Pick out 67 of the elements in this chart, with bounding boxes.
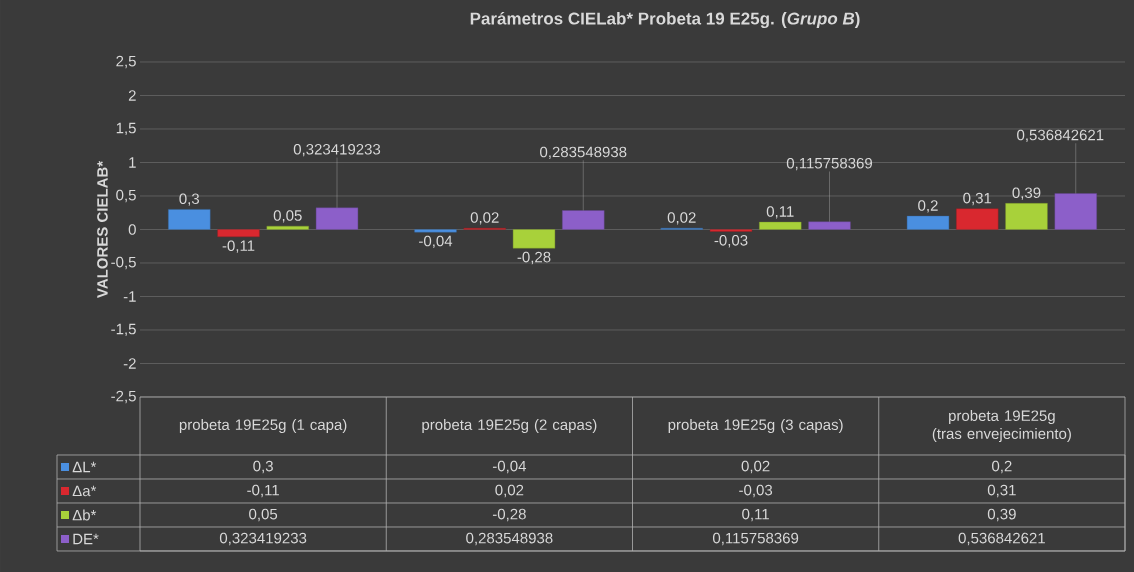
bar xyxy=(266,225,309,230)
text: 0,536842621 xyxy=(1017,129,1104,143)
text: 0,11 xyxy=(766,206,794,219)
chart-title: Parámetros CIELab* Probeta 19 E25g. (Grupo B) xyxy=(470,11,860,29)
y-tick-label: -2,5 xyxy=(111,390,136,404)
data-label: -0,04 xyxy=(492,460,527,474)
text: -0,28 xyxy=(517,251,551,265)
x-tick-label: probeta 19E25g (tras envejecimiento) xyxy=(932,410,1071,442)
text: 0,115758369 xyxy=(786,157,873,171)
legend-label: Δa* xyxy=(72,485,97,497)
text: 0,31 xyxy=(963,192,992,206)
data-label: 0,323419233 xyxy=(219,532,307,546)
y-tick-label: -1,5 xyxy=(111,323,136,337)
bar xyxy=(956,208,999,230)
text: 0,02 xyxy=(470,212,499,225)
text: 0,323419233 xyxy=(293,143,381,157)
text: 0,3 xyxy=(179,193,200,206)
y-axis-title: VALORES CIELAB* xyxy=(97,160,108,298)
bar xyxy=(1005,203,1048,230)
data-label: 0,02 xyxy=(495,484,524,498)
legend-label: Δb* xyxy=(72,509,97,521)
data-label: 0,283548938 xyxy=(466,532,553,546)
y-tick-label: 2,5 xyxy=(116,55,136,69)
y-tick-label: 1,5 xyxy=(116,122,136,136)
y-tick-label: 1 xyxy=(129,157,136,168)
bar xyxy=(808,221,851,230)
bar xyxy=(315,207,359,230)
y-tick-label: 2 xyxy=(128,90,136,101)
y-tick-label: 0 xyxy=(128,224,136,235)
y-tick-label: -1 xyxy=(123,291,136,302)
data-label: 0,536842621 xyxy=(958,532,1045,546)
x-tick-label: probeta 19E25g (3 capas) xyxy=(668,419,843,433)
data-label: 0,115758369 xyxy=(712,532,799,546)
text: 0,283548938 xyxy=(540,146,627,160)
bar xyxy=(906,215,950,230)
data-label: 0,11 xyxy=(742,508,769,522)
y-tick-label: -2 xyxy=(123,358,136,369)
data-label: -0,11 xyxy=(247,484,279,498)
y-tick-label: 0,5 xyxy=(116,189,136,203)
data-label: 0,02 xyxy=(741,460,770,474)
text: 0,2 xyxy=(918,200,938,213)
data-label: 0,3 xyxy=(253,460,273,474)
bar xyxy=(709,229,753,232)
text: -0,04 xyxy=(419,235,453,249)
data-label: 0,39 xyxy=(987,508,1016,522)
text: 0,05 xyxy=(273,210,302,223)
text: -0,11 xyxy=(222,240,255,253)
bar xyxy=(217,229,260,238)
data-label: -0,03 xyxy=(739,484,773,498)
data-label: 0,05 xyxy=(249,508,278,522)
x-tick-label: probeta 19E25g (2 capas) xyxy=(422,419,597,433)
bar xyxy=(562,210,605,230)
y-tick-label: -0,5 xyxy=(111,256,136,270)
data-label: -0,28 xyxy=(492,508,526,522)
bar xyxy=(512,229,556,249)
text: 0,39 xyxy=(1012,187,1041,200)
bar xyxy=(414,229,457,233)
data-label: 0,31 xyxy=(987,484,1016,498)
x-tick-label: probeta 19E25g (1 capa) xyxy=(179,419,347,433)
text: 0,02 xyxy=(667,212,696,225)
bar xyxy=(168,209,211,230)
legend-label: DE* xyxy=(73,533,99,545)
data-label: 0,2 xyxy=(992,460,1012,474)
legend-label: ΔL* xyxy=(72,461,97,473)
text: -0,03 xyxy=(714,235,748,248)
bar xyxy=(759,221,802,230)
bar xyxy=(1054,193,1097,230)
